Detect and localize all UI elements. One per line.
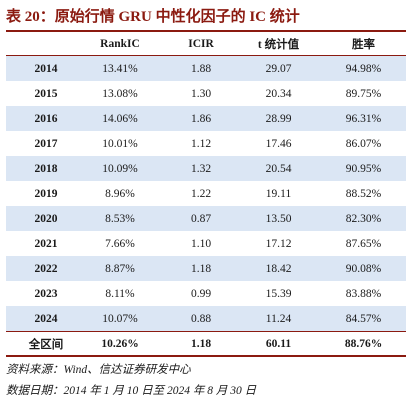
win-rate-cell: 82.30% (321, 206, 406, 231)
table-row: 2017 10.01% 1.12 17.46 86.07% (6, 131, 406, 156)
header-cell-t-stat: t 统计值 (236, 32, 321, 56)
rankic-cell: 8.87% (86, 256, 166, 281)
rankic-cell: 14.06% (86, 106, 166, 131)
icir-cell: 1.12 (190, 137, 212, 150)
table-row: 2014 13.41% 1.88 29.07 94.98% (6, 55, 406, 81)
t-stat-cell: 17.46 (265, 137, 292, 150)
table-row: 2023 8.11% 0.99 15.39 83.88% (6, 281, 406, 306)
title-rule (6, 30, 406, 32)
table-title: 表 20：原始行情 GRU 中性化因子的 IC 统计 (6, 9, 300, 25)
win-rate-cell: 86.07% (345, 137, 382, 150)
t-stat-cell: 20.54 (236, 156, 321, 181)
t-stat-cell: 29.07 (236, 55, 321, 81)
total-icir-cell: 1.18 (166, 331, 236, 357)
table-row: 2024 10.07% 0.88 11.24 84.57% (6, 306, 406, 332)
table-row: 2016 14.06% 1.86 28.99 96.31% (6, 106, 406, 131)
win-rate-cell: 96.31% (321, 106, 406, 131)
t-stat-cell: 17.12 (265, 237, 292, 250)
t-stat-cell: 20.34 (265, 87, 292, 100)
total-win-rate-cell: 88.76% (321, 331, 406, 357)
header-cell-year (6, 32, 86, 56)
year-cell: 2018 (6, 156, 86, 181)
rankic-cell: 8.11% (105, 287, 135, 300)
win-rate-cell: 90.08% (321, 256, 406, 281)
rankic-cell: 10.01% (102, 137, 138, 150)
rankic-cell: 13.08% (102, 87, 138, 100)
table-row: 2015 13.08% 1.30 20.34 89.75% (6, 81, 406, 106)
rankic-cell: 13.41% (86, 55, 166, 81)
total-label-cell: 全区间 (6, 331, 86, 357)
icir-cell: 1.32 (166, 156, 236, 181)
year-cell: 2020 (6, 206, 86, 231)
year-cell: 2021 (34, 237, 58, 250)
total-row: 全区间 10.26% 1.18 60.11 88.76% (6, 331, 406, 357)
header-cell-rankic: RankIC (86, 32, 166, 56)
header-cell-win-rate: 胜率 (321, 32, 406, 56)
t-stat-cell: 11.24 (236, 306, 321, 332)
table-row: 2022 8.87% 1.18 18.42 90.08% (6, 256, 406, 281)
rankic-cell: 8.53% (86, 206, 166, 231)
win-rate-cell: 83.88% (345, 287, 382, 300)
table-row: 2018 10.09% 1.32 20.54 90.95% (6, 156, 406, 181)
table-row: 2019 8.96% 1.22 19.11 88.52% (6, 181, 406, 206)
rankic-cell: 8.96% (105, 187, 135, 200)
icir-cell: 0.99 (190, 287, 212, 300)
icir-cell: 0.87 (166, 206, 236, 231)
year-cell: 2023 (34, 287, 58, 300)
icir-cell: 0.88 (166, 306, 236, 332)
total-t-stat-cell: 60.11 (236, 331, 321, 357)
win-rate-cell: 87.65% (345, 237, 382, 250)
header-row: RankIC ICIR t 统计值 胜率 (6, 32, 406, 56)
win-rate-cell: 88.52% (345, 187, 382, 200)
t-stat-cell: 28.99 (236, 106, 321, 131)
total-rankic-cell: 10.26% (86, 331, 166, 357)
t-stat-cell: 18.42 (236, 256, 321, 281)
year-cell: 2024 (6, 306, 86, 332)
win-rate-cell: 94.98% (321, 55, 406, 81)
t-stat-cell: 15.39 (265, 287, 292, 300)
icir-cell: 1.30 (190, 87, 212, 100)
year-cell: 2016 (6, 106, 86, 131)
icir-cell: 1.22 (190, 187, 212, 200)
t-stat-cell: 19.11 (265, 187, 292, 200)
icir-cell: 1.18 (166, 256, 236, 281)
rankic-cell: 10.07% (86, 306, 166, 332)
icir-cell: 1.86 (166, 106, 236, 131)
win-rate-cell: 89.75% (345, 87, 382, 100)
rankic-cell: 10.09% (86, 156, 166, 181)
win-rate-cell: 84.57% (321, 306, 406, 332)
year-cell: 2014 (6, 55, 86, 81)
source-note: 资料来源：Wind、信达证券研发中心 (6, 364, 191, 376)
year-cell: 2022 (6, 256, 86, 281)
header-cell-icir: ICIR (166, 32, 236, 56)
date-range-note: 数据日期：2014 年 1 月 10 日至 2024 年 8 月 30 日 (6, 385, 257, 397)
rankic-cell: 7.66% (105, 237, 135, 250)
icir-cell: 1.88 (166, 55, 236, 81)
win-rate-cell: 90.95% (321, 156, 406, 181)
year-cell: 2017 (34, 137, 58, 150)
t-stat-cell: 13.50 (236, 206, 321, 231)
table-row: 2020 8.53% 0.87 13.50 82.30% (6, 206, 406, 231)
ic-stats-table: RankIC ICIR t 统计值 胜率 2014 13.41% 1.88 29… (6, 32, 406, 357)
year-cell: 2015 (34, 87, 58, 100)
table-row: 2021 7.66% 1.10 17.12 87.65% (6, 231, 406, 256)
icir-cell: 1.10 (190, 237, 212, 250)
year-cell: 2019 (34, 187, 58, 200)
